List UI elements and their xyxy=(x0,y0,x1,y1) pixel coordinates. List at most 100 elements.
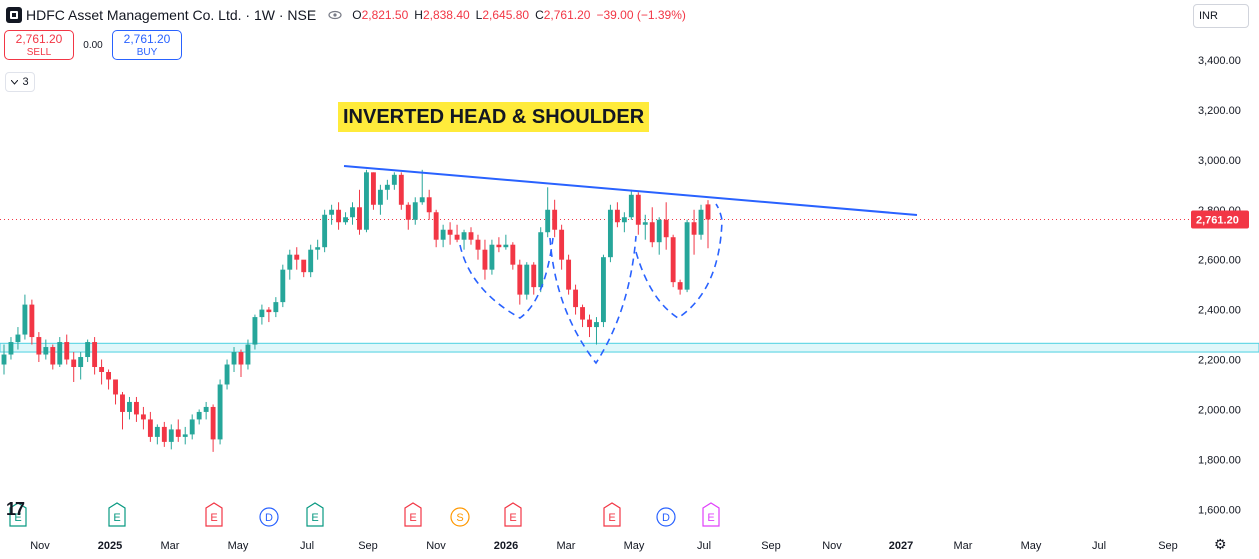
candle-body xyxy=(566,259,572,290)
event-marker-e[interactable]: E xyxy=(205,502,223,527)
candle-body xyxy=(273,302,279,313)
candle-body xyxy=(203,406,209,412)
symbol-title[interactable]: HDFC Asset Management Co. Ltd. · 1W · NS… xyxy=(26,7,317,23)
event-marker-s[interactable]: S xyxy=(450,507,470,527)
time-tick-label: Sep xyxy=(1158,540,1178,552)
time-tick-label: May xyxy=(624,540,645,552)
candle-body xyxy=(29,304,35,338)
candle-body xyxy=(231,352,237,365)
event-shape xyxy=(450,507,470,527)
ohlc-high-value: 2,838.40 xyxy=(422,8,470,22)
candle-body xyxy=(461,232,467,240)
candle-body xyxy=(419,197,425,203)
candle-body xyxy=(329,209,335,215)
candle-body xyxy=(175,429,181,437)
ohlc-close-value: 2,761.20 xyxy=(543,8,591,22)
event-marker-e[interactable]: E xyxy=(306,502,324,527)
time-tick-label: Jul xyxy=(1092,540,1106,552)
time-tick-label: Nov xyxy=(822,540,842,552)
symbol-header: HDFC Asset Management Co. Ltd. · 1W · NS… xyxy=(0,0,1190,30)
candle-body xyxy=(85,342,91,358)
candle-body xyxy=(594,322,599,328)
candle-body xyxy=(391,174,397,185)
candle-body xyxy=(489,244,495,270)
candle-body xyxy=(106,372,111,380)
candle-body xyxy=(398,174,404,205)
event-marker-e[interactable]: E xyxy=(404,502,422,527)
candle-body xyxy=(454,234,460,240)
candle-body xyxy=(133,401,139,415)
time-tick-label: 2025 xyxy=(98,540,122,552)
event-shape xyxy=(404,502,422,527)
left-shoulder-curve xyxy=(459,237,554,319)
event-shape xyxy=(702,502,720,527)
candle-body xyxy=(684,222,690,290)
candle-body xyxy=(336,209,342,223)
eye-icon[interactable] xyxy=(328,10,342,20)
candle-body xyxy=(559,229,565,260)
candle-body xyxy=(482,249,488,270)
candle-body xyxy=(698,209,704,235)
candle-body xyxy=(322,214,328,248)
candle-body xyxy=(545,209,551,233)
event-shape xyxy=(656,507,676,527)
event-label: D xyxy=(662,512,670,524)
spread-value: 0.00 xyxy=(83,39,103,51)
price-tick-label: 2,000.00 xyxy=(1198,404,1241,416)
time-tick-label: Sep xyxy=(358,540,378,552)
currency-select[interactable]: INR xyxy=(1193,4,1249,28)
candle-body xyxy=(614,209,620,223)
candle-body xyxy=(266,309,272,313)
candle-body xyxy=(147,419,153,437)
candle-body xyxy=(78,357,84,368)
event-marker-e[interactable]: E xyxy=(702,502,720,527)
candle-body xyxy=(127,401,132,412)
time-tick-label: Nov xyxy=(30,540,50,552)
event-shape xyxy=(306,502,324,527)
event-shape xyxy=(504,502,522,527)
ohlc-change: −39.00 (−1.39%) xyxy=(596,8,686,22)
head-curve xyxy=(549,235,637,365)
time-tick-label: May xyxy=(228,540,249,552)
candle-body xyxy=(587,319,592,328)
candle-body xyxy=(315,247,321,250)
candle-body xyxy=(71,359,77,368)
candle-body xyxy=(364,172,369,230)
price-tick-label: 2,400.00 xyxy=(1198,305,1241,317)
indicators-toggle[interactable]: 3 xyxy=(5,72,35,92)
indicators-count: 3 xyxy=(22,76,29,88)
event-marker-d[interactable]: D xyxy=(656,507,676,527)
time-tick-label: Mar xyxy=(557,540,576,552)
pattern-label[interactable]: INVERTED HEAD & SHOULDER xyxy=(338,102,650,132)
candle-body xyxy=(294,254,300,260)
candle-body xyxy=(510,244,516,265)
last-price-tag xyxy=(1191,210,1249,229)
gear-icon[interactable]: ⚙ xyxy=(1214,536,1227,552)
sell-button[interactable]: 2,761.20 SELL xyxy=(4,30,74,60)
time-tick-label: Mar xyxy=(954,540,973,552)
event-label: E xyxy=(210,512,217,524)
candle-body xyxy=(663,219,669,238)
candle-body xyxy=(580,307,585,320)
event-label: E xyxy=(707,512,714,524)
candle-body xyxy=(524,264,530,295)
candle-body xyxy=(691,222,697,235)
event-marker-e[interactable]: E xyxy=(603,502,621,527)
buy-button[interactable]: 2,761.20 BUY xyxy=(112,30,182,60)
candle-body xyxy=(343,217,348,223)
candle-body xyxy=(8,342,14,355)
event-marker-e[interactable]: E xyxy=(504,502,522,527)
event-marker-e[interactable]: E xyxy=(108,502,126,527)
candle-body xyxy=(168,429,174,442)
event-marker-d[interactable]: D xyxy=(259,507,279,527)
tradingview-logo[interactable]: 17 xyxy=(6,499,25,519)
event-marker-e[interactable]: E xyxy=(9,502,27,527)
ohlc-open-value: 2,821.50 xyxy=(361,8,409,22)
price-tick-label: 3,200.00 xyxy=(1198,105,1241,117)
buy-label: BUY xyxy=(136,47,158,58)
candle-body xyxy=(468,232,474,240)
candle-body xyxy=(15,334,21,343)
candle-body xyxy=(475,239,481,250)
